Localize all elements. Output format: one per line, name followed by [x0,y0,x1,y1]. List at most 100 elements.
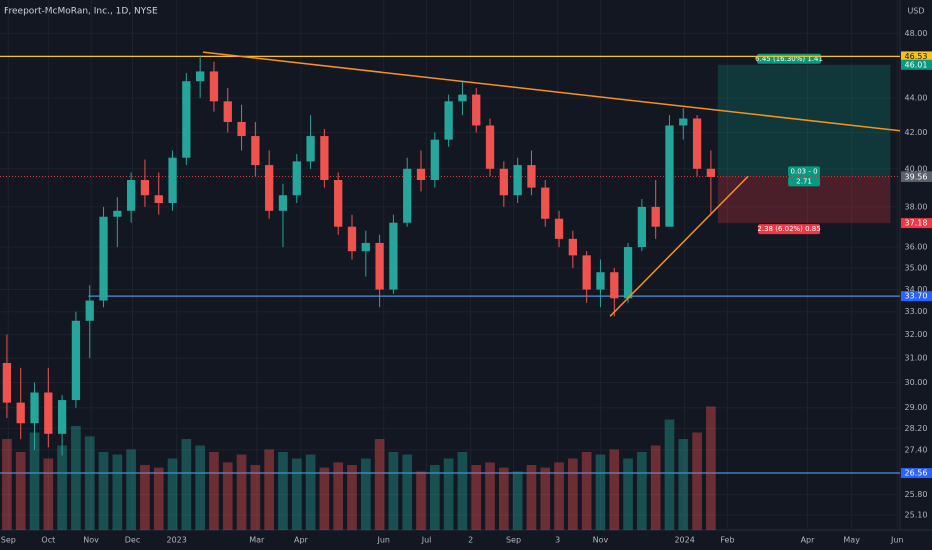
x-tick-label: Dec [125,536,140,545]
candle-body [485,125,495,169]
volume-bar [57,445,67,530]
volume-bar [499,467,509,530]
volume-bar [195,445,205,530]
volume-bar [623,458,633,530]
volume-bar [2,439,12,530]
candle-body [16,402,25,424]
price-label: 39.56 [905,172,928,181]
candle-body [651,206,660,227]
volume-bar [650,445,661,530]
candle-body [278,195,288,211]
candle-body [44,392,53,434]
volume-bar [236,454,247,530]
x-tick-label: 2024 [674,536,694,545]
price-label-bg [901,171,932,182]
candle-body [610,272,619,299]
y-tick-label: 31.00 [905,354,928,363]
volume-bar [43,458,54,530]
chart-title: Freeport-McMoRan, Inc., 1D, NYSE [4,7,158,17]
volume-bar [360,458,371,530]
price-label: 37.18 [905,219,928,228]
price-label-bg [901,51,932,62]
candle-body [334,180,343,227]
position-ratio-label-bg [788,176,821,187]
volume-bar [609,449,620,530]
volume-bar [278,452,288,530]
candle-body [389,222,398,290]
volume-bar [84,436,95,530]
candle-body [375,242,384,290]
candle-body [416,168,426,181]
x-tick-label: Apr [294,536,309,545]
volume-bar [554,462,564,530]
volume-bar [457,452,468,530]
y-tick-label: 35.00 [905,263,928,272]
candle-body [444,101,453,140]
candle-body [209,71,219,102]
volume-bar [692,432,702,530]
y-tick-label: 27.40 [905,445,928,454]
volume-bar [443,458,454,530]
x-tick-label: May [843,536,860,545]
candle-body [499,168,508,196]
volume-bar [416,471,426,530]
volume-bar [181,439,192,530]
candle-body [527,165,536,188]
volume-bar [153,467,164,530]
x-tick-label: Jul [421,536,432,545]
currency: USD [907,7,924,16]
y-tick-label: 38.00 [905,202,928,211]
candle-body [85,300,94,321]
candle-body [154,195,163,203]
candle-body [320,136,329,181]
candle-body [196,71,205,82]
x-tick-label: Oct [41,536,55,545]
y-tick-label: 25.80 [905,490,928,499]
candle-body [292,161,301,196]
volume-bar [333,462,344,530]
candle-body [665,125,674,227]
candle-body [596,272,605,290]
y-tick-label: 36.00 [905,243,928,252]
candle-body [2,362,12,403]
candle-body [237,121,246,137]
price-label: 46.53 [905,52,928,61]
position-stop-label-bg [758,224,821,235]
volume-bar [291,458,302,530]
price-label-bg [901,468,932,479]
x-tick-label: Nov [83,536,99,545]
x-tick-label: Jun [376,536,390,545]
volume-bar [388,452,399,530]
x-tick-label: Mar [249,536,265,545]
x-tick-label: 2023 [167,536,187,545]
candle-body [637,206,647,248]
price-label: 26.56 [905,469,928,478]
x-tick-label: Sep [1,536,16,545]
y-tick-label: 42.00 [905,128,928,137]
candle-body [126,180,136,211]
y-tick-label: 28.20 [905,424,928,433]
y-tick-label: 32.00 [905,330,928,339]
candle-body [140,180,150,196]
x-tick-label: Jun [890,536,904,545]
candle-body [265,165,274,211]
volume-bar [222,462,233,530]
y-tick-label: 25.10 [905,511,928,520]
candle-body [113,210,122,217]
position-stop-label: 2.38 (6.02%) 0.85 [757,225,820,233]
candle-body [706,168,716,177]
volume-bar [319,467,330,530]
x-tick-label: Apr [801,536,816,545]
trend-line [609,175,749,317]
volume-bar [581,452,592,530]
candle-body [430,139,439,181]
volume-bar [209,452,219,530]
volume-bar [706,406,716,530]
volume-bar [98,452,109,530]
volume-bar [402,454,413,530]
candle-body [472,94,481,126]
position-entry-label: 0.03 - 0 [791,167,818,175]
volume-bar [71,426,81,530]
